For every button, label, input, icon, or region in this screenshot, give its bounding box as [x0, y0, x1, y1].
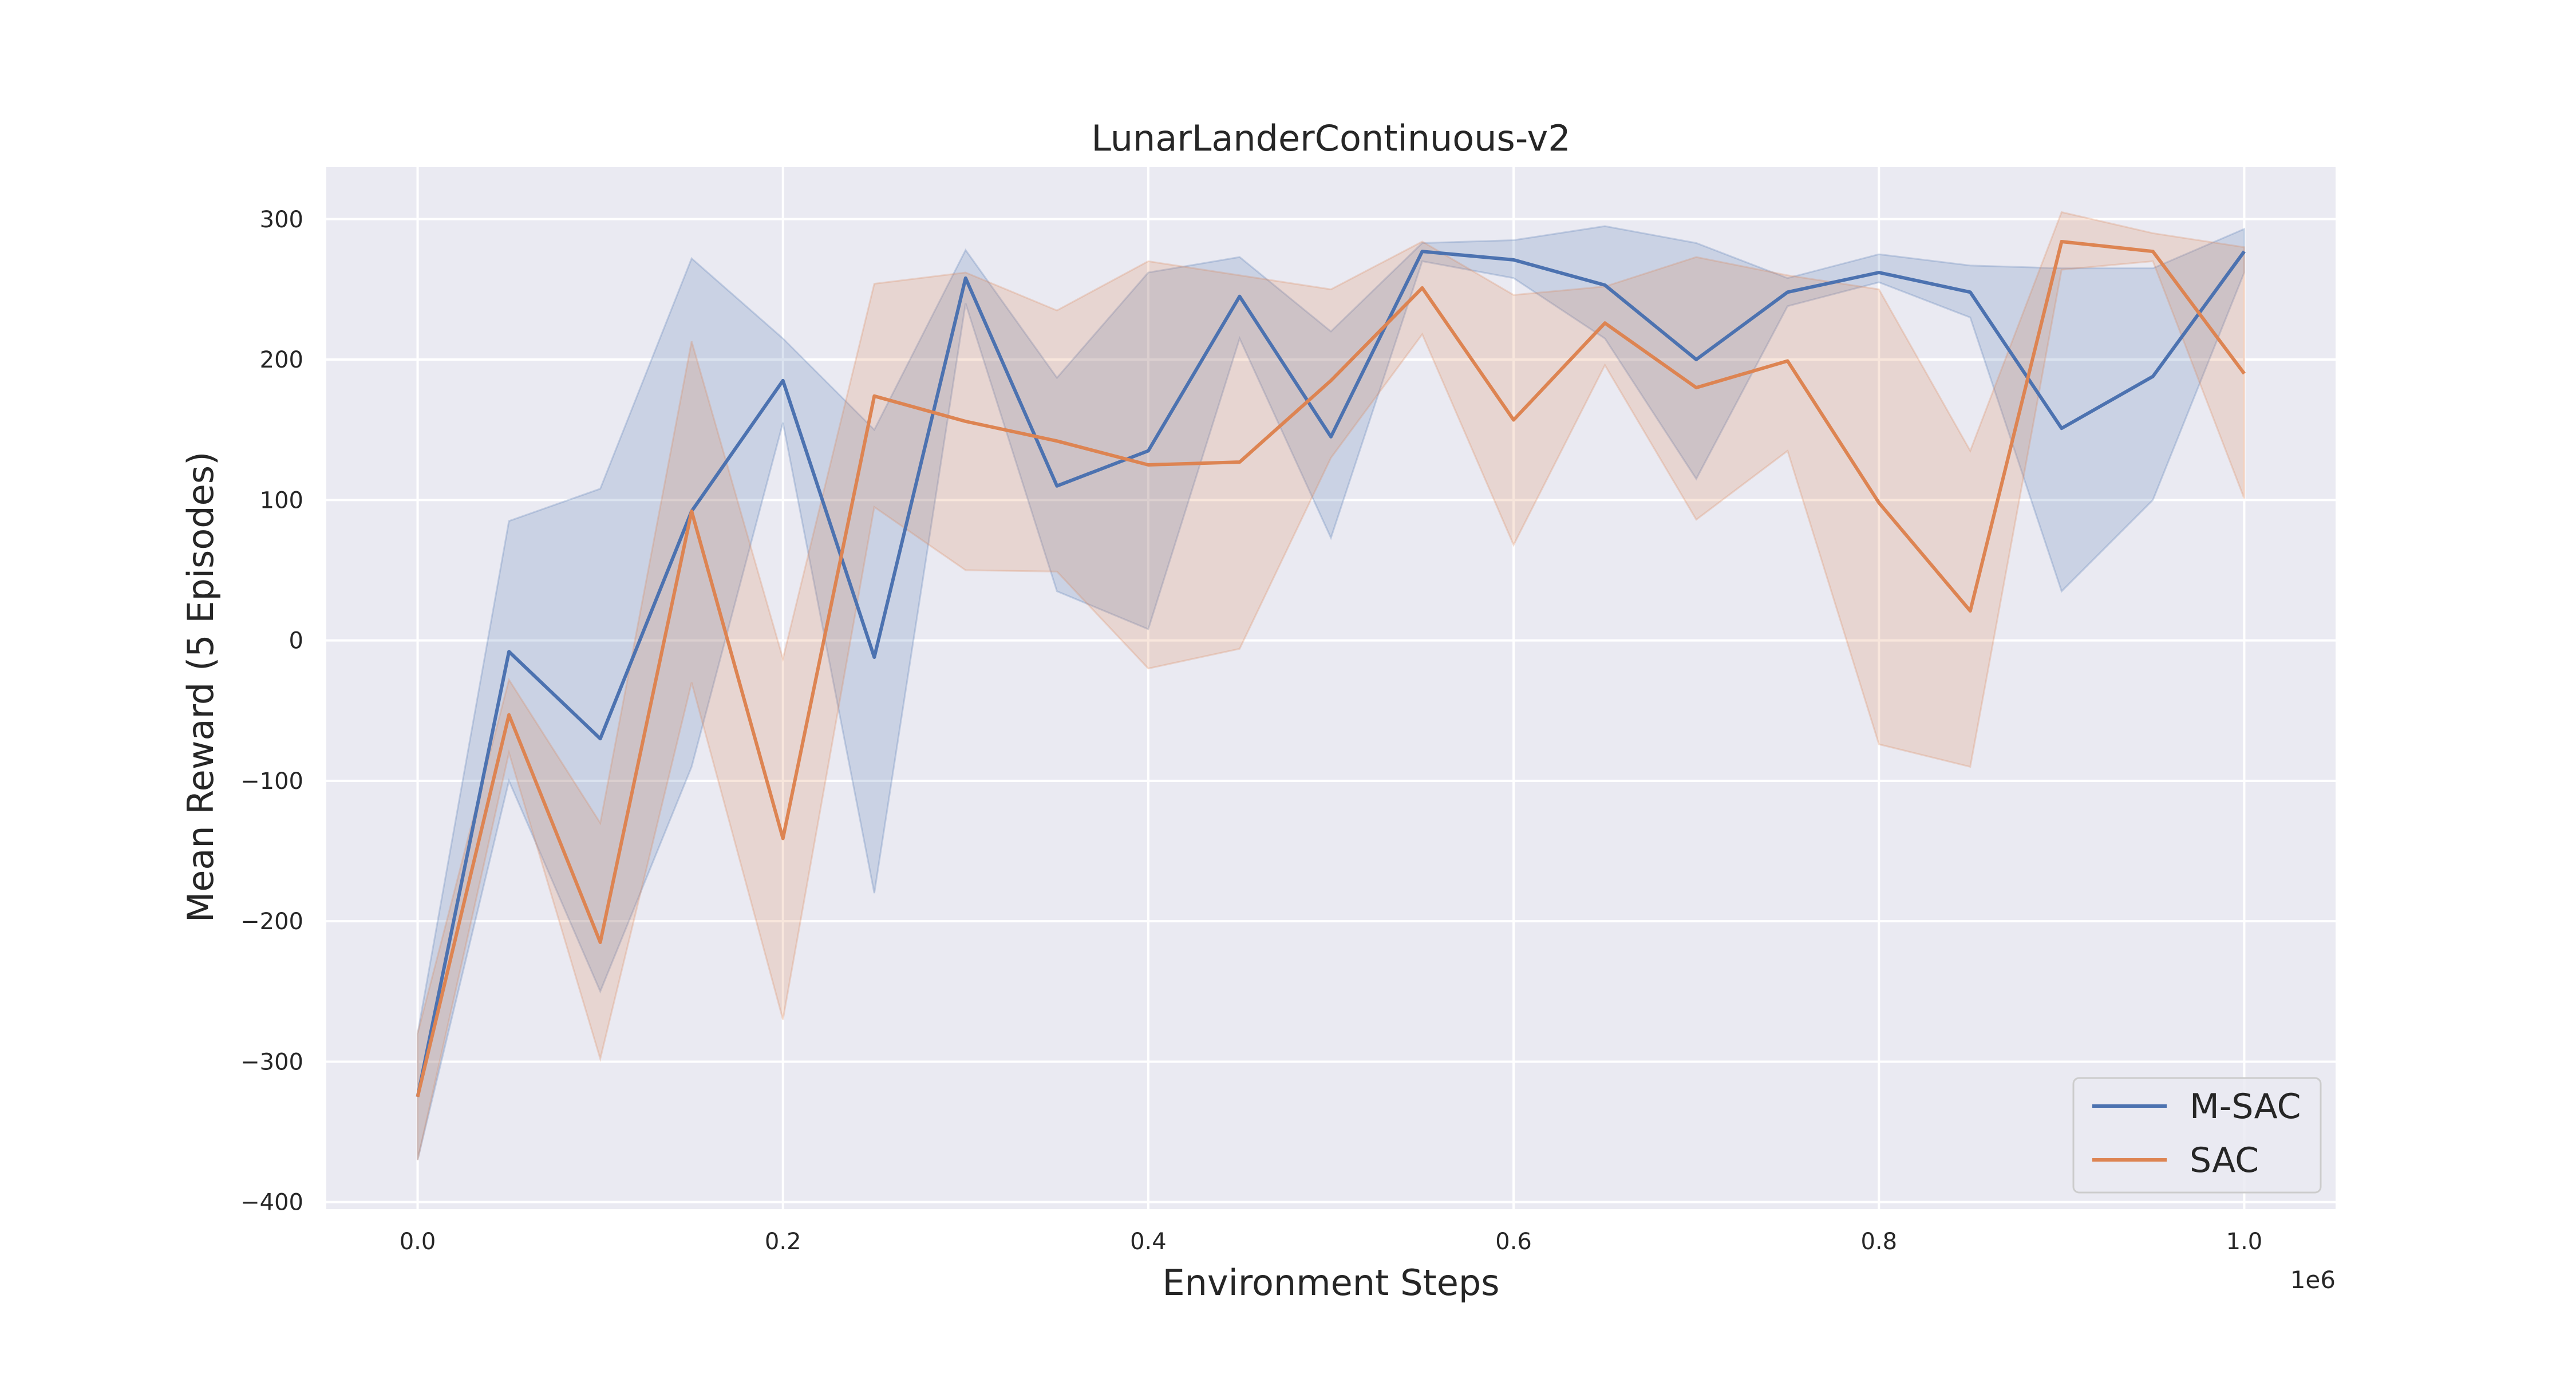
x-tick-label: 0.4	[1130, 1229, 1167, 1255]
legend-label-sac: SAC	[2190, 1140, 2259, 1180]
x-tick-label: 0.2	[765, 1229, 801, 1255]
y-tick-label: 300	[260, 207, 303, 233]
y-tick-label: 0	[289, 628, 303, 654]
x-tick-label: 0.8	[1860, 1229, 1897, 1255]
x-tick-label: 0.6	[1495, 1229, 1532, 1255]
y-tick-label: −100	[240, 768, 303, 795]
confidence-band-sac	[417, 211, 2245, 1160]
y-tick-label: −400	[240, 1190, 303, 1216]
confidence-band-m-sac	[417, 225, 2245, 1160]
legend: M-SAC SAC	[2072, 1077, 2322, 1194]
y-tick-label: −200	[240, 909, 303, 935]
series-line-sac	[416, 240, 2246, 1097]
confidence-bands	[417, 211, 2245, 1160]
grid-lines	[326, 167, 2336, 1209]
chart-title: LunarLanderContinuous-v2	[1091, 117, 1570, 159]
plot-area	[326, 167, 2336, 1209]
y-tick-label: 200	[260, 347, 303, 373]
y-axis-label: Mean Reward (5 Episodes)	[180, 452, 222, 923]
x-axis-label: Environment Steps	[1162, 1262, 1499, 1304]
series-line-m-sac	[416, 250, 2246, 1097]
x-tick-label: 1.0	[2226, 1229, 2263, 1255]
y-tick-labels: −400 −300 −200 −100 0 100 200 300	[240, 207, 303, 1216]
series-lines	[416, 240, 2246, 1097]
x-axis-offset-label: 1e6	[2290, 1266, 2336, 1294]
legend-label-m-sac: M-SAC	[2190, 1087, 2301, 1127]
x-tick-labels: 0.0 0.2 0.4 0.6 0.8 1.0	[400, 1229, 2263, 1255]
x-tick-label: 0.0	[400, 1229, 436, 1255]
y-tick-label: 100	[260, 487, 303, 514]
y-tick-label: −300	[240, 1049, 303, 1075]
